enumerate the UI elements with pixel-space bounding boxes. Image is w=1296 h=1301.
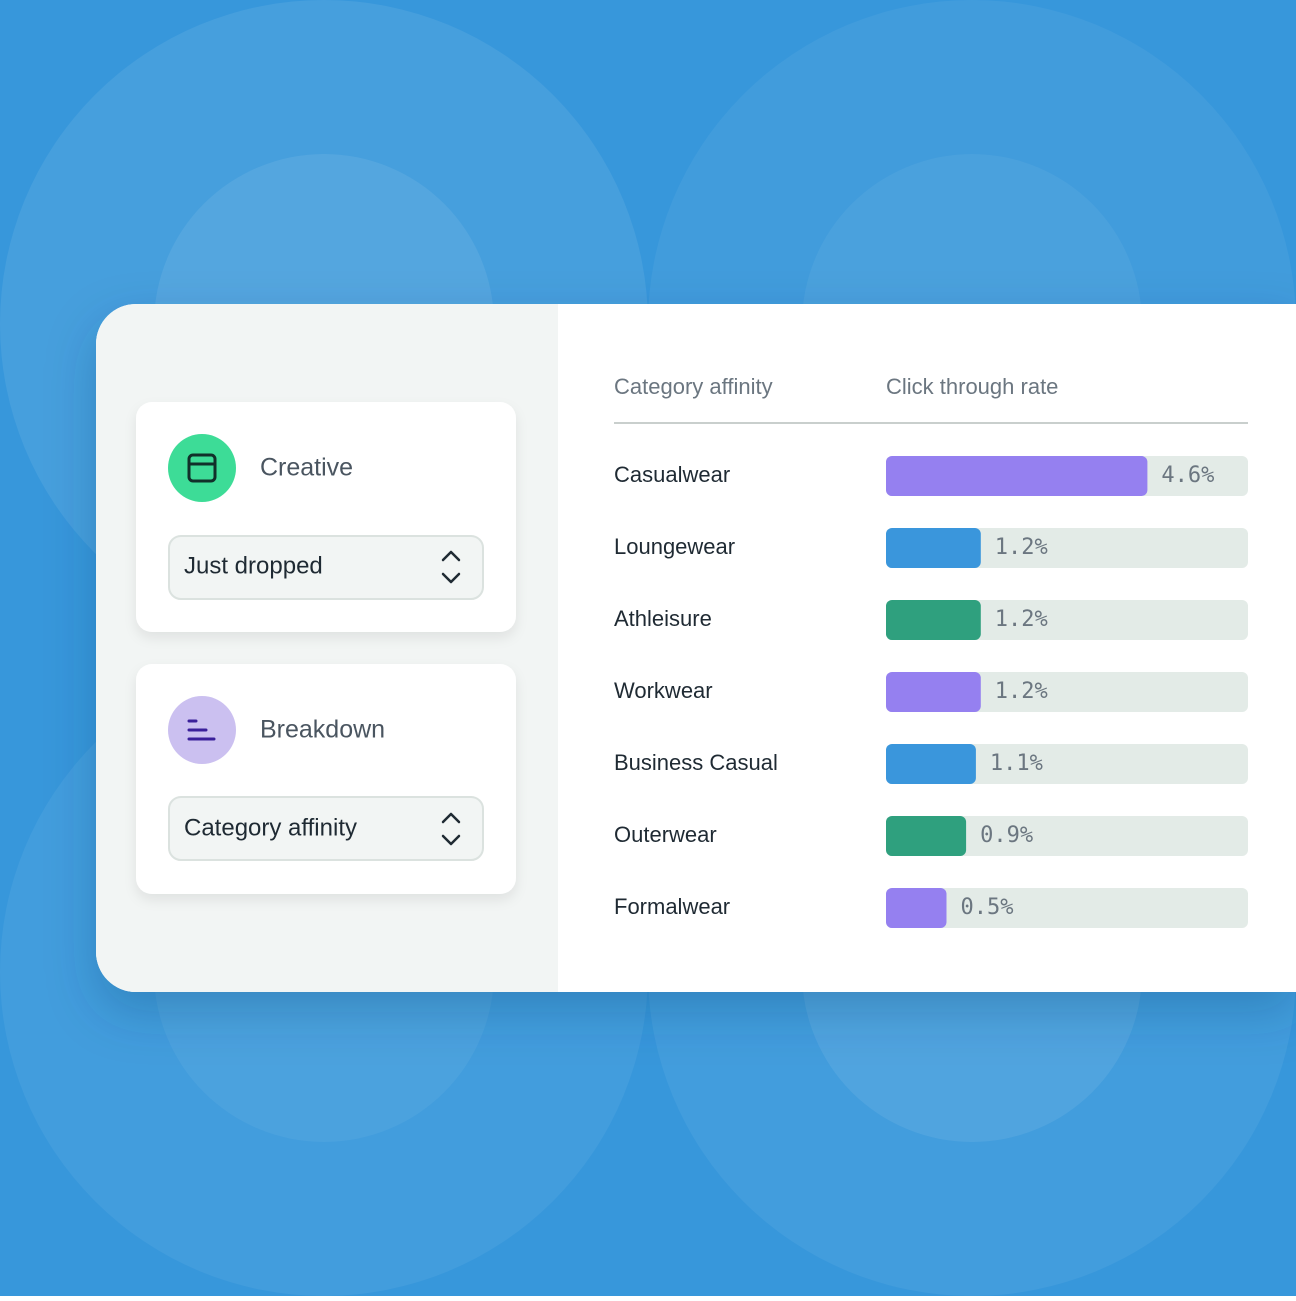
chevron [441, 550, 461, 584]
category-name: Outerwear [614, 822, 717, 847]
bar [886, 456, 1148, 496]
creative-select[interactable] [168, 535, 484, 600]
bar-track [886, 744, 1248, 784]
category-name: Loungewear [614, 534, 735, 559]
category-name: Business Casual [614, 750, 778, 775]
category-name: Workwear [614, 678, 713, 703]
column-header: Category affinity [614, 374, 773, 399]
value-label: 4.6% [1161, 463, 1214, 488]
value-label: 0.5% [961, 895, 1014, 920]
creative-icon [168, 434, 236, 502]
value-label: 1.2% [995, 535, 1048, 560]
value-label: 1.2% [995, 607, 1048, 632]
breakdown-select-value: Category affinity [184, 814, 357, 841]
bar [886, 888, 947, 928]
bar [886, 528, 981, 568]
category-name: Casualwear [614, 462, 730, 487]
category-name: Athleisure [614, 606, 712, 631]
chevron [441, 812, 461, 846]
creative-label: Creative [260, 454, 353, 482]
bar [886, 744, 976, 784]
category-name: Formalwear [614, 894, 730, 919]
breakdown-icon-glyph [187, 719, 216, 741]
value-label: 1.2% [995, 679, 1048, 704]
value-label: 1.1% [990, 751, 1043, 776]
breakdown-label: Breakdown [260, 716, 385, 744]
bar-track [886, 816, 1248, 856]
value-label: 0.9% [980, 823, 1033, 848]
bar [886, 816, 967, 856]
bar-track [886, 888, 1248, 928]
bar [886, 672, 981, 712]
creative-icon-glyph [187, 453, 217, 483]
breakdown-select[interactable] [168, 796, 484, 861]
bar [886, 600, 981, 640]
creative-select-value: Just dropped [184, 552, 323, 579]
column-header: Click through rate [886, 374, 1058, 399]
